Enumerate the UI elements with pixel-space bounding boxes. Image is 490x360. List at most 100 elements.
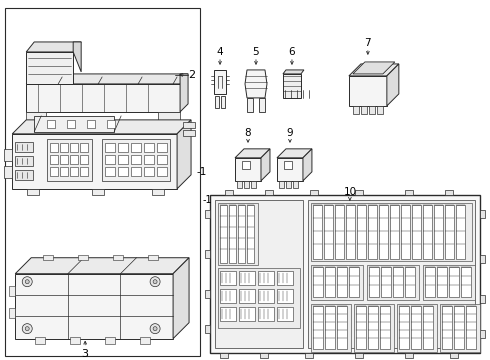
Bar: [466, 306, 476, 348]
Polygon shape: [15, 274, 173, 339]
Bar: [390, 205, 399, 259]
Bar: [9, 286, 15, 296]
Bar: [220, 353, 228, 357]
Bar: [144, 155, 154, 164]
Bar: [157, 155, 167, 164]
Bar: [279, 181, 284, 188]
Bar: [305, 353, 313, 357]
Bar: [286, 181, 291, 188]
Text: -1: -1: [196, 167, 206, 177]
Bar: [423, 306, 433, 348]
Text: 9: 9: [287, 128, 293, 138]
Bar: [449, 267, 459, 297]
Bar: [4, 149, 12, 161]
Bar: [367, 265, 419, 300]
Bar: [131, 143, 141, 152]
Bar: [368, 205, 377, 259]
Polygon shape: [245, 70, 267, 98]
Bar: [277, 271, 293, 285]
Bar: [50, 167, 58, 176]
Text: 5: 5: [253, 47, 259, 57]
Bar: [325, 267, 335, 297]
Circle shape: [153, 280, 157, 284]
Bar: [445, 205, 454, 259]
Bar: [220, 307, 236, 321]
Polygon shape: [15, 258, 189, 274]
Polygon shape: [277, 149, 312, 158]
Bar: [92, 189, 104, 195]
Bar: [259, 98, 265, 112]
Bar: [50, 155, 58, 164]
Circle shape: [153, 327, 157, 330]
Bar: [311, 203, 472, 261]
Polygon shape: [158, 112, 180, 120]
Bar: [440, 304, 480, 352]
Bar: [313, 306, 323, 348]
Bar: [67, 120, 75, 128]
Bar: [258, 271, 274, 285]
Polygon shape: [26, 84, 180, 112]
Bar: [308, 200, 475, 348]
Bar: [412, 205, 421, 259]
Bar: [5, 8, 200, 356]
Polygon shape: [349, 64, 399, 76]
Bar: [148, 255, 158, 260]
Bar: [118, 143, 128, 152]
Bar: [4, 166, 12, 178]
Bar: [442, 306, 452, 348]
Bar: [247, 205, 254, 263]
Bar: [423, 205, 432, 259]
Bar: [15, 170, 33, 180]
Bar: [335, 205, 344, 259]
Bar: [311, 265, 363, 300]
Bar: [325, 306, 335, 348]
Bar: [379, 205, 388, 259]
Polygon shape: [387, 64, 399, 106]
Bar: [239, 271, 255, 285]
Bar: [105, 337, 115, 344]
Bar: [131, 155, 141, 164]
Polygon shape: [235, 149, 270, 158]
Polygon shape: [12, 120, 191, 134]
Bar: [157, 167, 167, 176]
Polygon shape: [283, 70, 304, 74]
Bar: [220, 205, 227, 263]
Bar: [480, 255, 485, 263]
Bar: [15, 156, 33, 166]
Bar: [218, 268, 300, 328]
Bar: [80, 167, 88, 176]
Bar: [144, 167, 154, 176]
Circle shape: [150, 324, 160, 334]
Bar: [324, 205, 333, 259]
Polygon shape: [73, 42, 81, 72]
Bar: [78, 255, 88, 260]
Polygon shape: [177, 120, 191, 189]
Bar: [80, 143, 88, 152]
Text: 10: 10: [343, 187, 356, 197]
Bar: [105, 143, 115, 152]
Bar: [102, 139, 170, 181]
Bar: [105, 167, 115, 176]
Polygon shape: [26, 42, 81, 52]
Polygon shape: [261, 149, 270, 181]
Bar: [113, 255, 123, 260]
Bar: [277, 289, 293, 303]
Polygon shape: [26, 112, 46, 120]
Bar: [369, 267, 379, 297]
Bar: [105, 155, 115, 164]
Bar: [60, 143, 68, 152]
Bar: [60, 167, 68, 176]
Bar: [284, 161, 292, 169]
Bar: [405, 190, 413, 195]
Circle shape: [25, 327, 29, 330]
Circle shape: [22, 324, 32, 334]
Bar: [260, 353, 268, 357]
Bar: [60, 155, 68, 164]
Bar: [251, 181, 256, 188]
Bar: [355, 353, 363, 357]
Bar: [35, 337, 45, 344]
Bar: [131, 167, 141, 176]
Text: 2: 2: [189, 70, 196, 80]
Bar: [423, 265, 475, 300]
Bar: [34, 116, 114, 132]
